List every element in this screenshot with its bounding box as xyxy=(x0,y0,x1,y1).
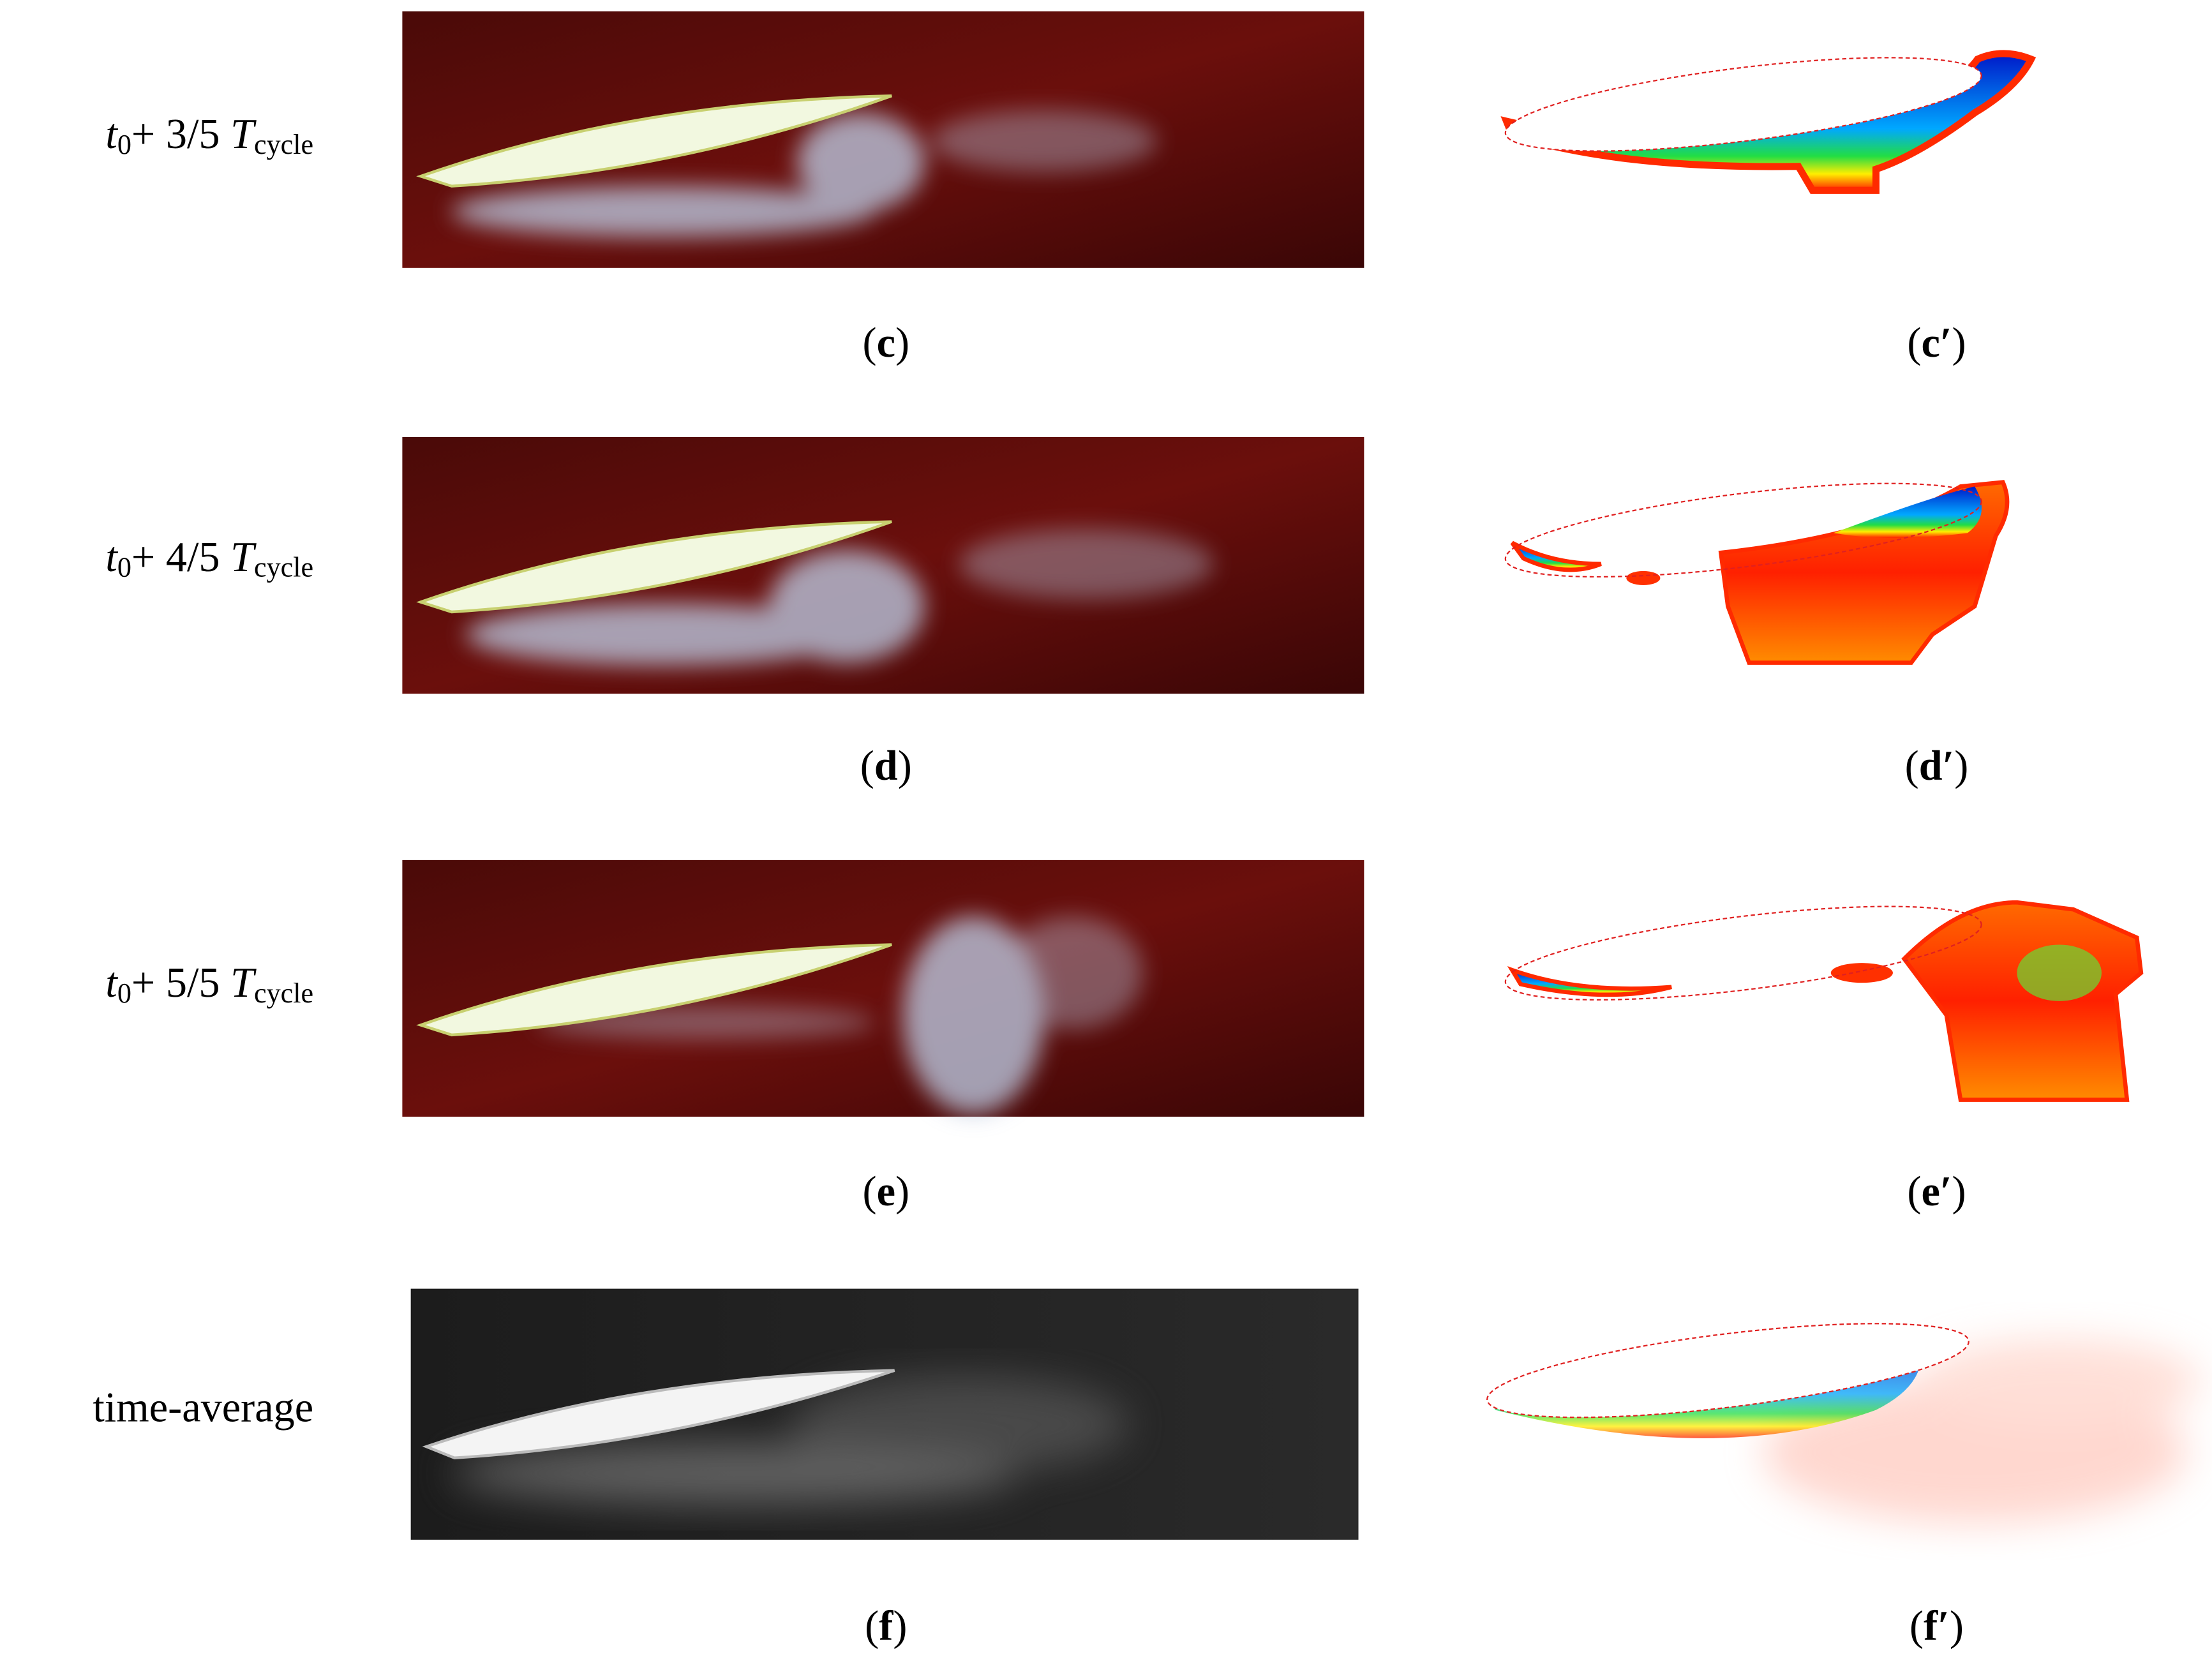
caption-part: ) xyxy=(895,1168,909,1215)
panel-caption: (f) xyxy=(865,1603,907,1649)
panel-caption: (e′) xyxy=(1907,1168,1966,1215)
caption-part: f′ xyxy=(1924,1603,1950,1649)
label-part: t xyxy=(105,111,118,158)
label-part: 0 xyxy=(117,129,131,160)
photo-f xyxy=(410,1288,1359,1540)
label-part: T xyxy=(230,534,257,581)
label-part: t xyxy=(105,960,118,1006)
caption-part: d xyxy=(874,743,898,789)
sim-c xyxy=(1500,50,2036,194)
photo-e xyxy=(402,860,1364,1117)
label-part: + 4/5 xyxy=(131,534,230,581)
panel-caption: (c) xyxy=(863,320,910,366)
label-part: + 5/5 xyxy=(131,960,230,1006)
caption-part: ( xyxy=(1907,1168,1921,1215)
caption-part: c′ xyxy=(1921,320,1952,366)
photo-c xyxy=(402,11,1364,268)
row-label: t0+ 4/5 Tcycle xyxy=(105,534,313,583)
caption-part: e xyxy=(877,1168,895,1215)
row-label: time-average xyxy=(93,1384,313,1431)
caption-part: c xyxy=(877,320,895,366)
caption-part: ( xyxy=(1907,320,1921,366)
sim-e xyxy=(1504,900,2144,1102)
caption-part: ( xyxy=(860,743,874,789)
row-label: t0+ 5/5 Tcycle xyxy=(105,960,313,1009)
caption-part: e′ xyxy=(1921,1168,1952,1215)
panel-caption: (d′) xyxy=(1905,743,1969,789)
caption-part: ) xyxy=(893,1603,907,1649)
caption-part: ) xyxy=(1950,1603,1964,1649)
row-label: t0+ 3/5 Tcycle xyxy=(105,111,313,160)
label-part: 0 xyxy=(117,978,131,1009)
caption-part: ( xyxy=(865,1603,879,1649)
caption-part: d′ xyxy=(1919,743,1955,789)
sim-d xyxy=(1504,480,2010,665)
caption-part: ( xyxy=(1905,743,1919,789)
label-part: T xyxy=(230,960,257,1006)
caption-part: ) xyxy=(1952,320,1966,366)
caption-part: ) xyxy=(895,320,909,366)
label-part: cycle xyxy=(254,129,313,160)
panel-caption: (d) xyxy=(860,743,912,789)
caption-part: ( xyxy=(1909,1603,1924,1649)
caption-part: ) xyxy=(898,743,912,789)
sim-f xyxy=(1486,1323,2201,1523)
caption-part: ( xyxy=(863,320,877,366)
photo-d xyxy=(402,436,1364,694)
caption-part: ) xyxy=(1954,743,1968,789)
label-part: t xyxy=(105,534,118,581)
label-part: T xyxy=(230,111,257,158)
label-part: time-average xyxy=(93,1384,313,1431)
label-part: 0 xyxy=(117,552,131,583)
caption-part: ( xyxy=(863,1168,877,1215)
caption-part: f xyxy=(879,1603,893,1649)
panel-caption: (f′) xyxy=(1909,1603,1964,1649)
label-part: cycle xyxy=(254,978,313,1009)
panel-caption: (e) xyxy=(863,1168,910,1215)
panel-caption: (c′) xyxy=(1907,320,1966,366)
label-part: cycle xyxy=(254,552,313,583)
caption-part: ) xyxy=(1952,1168,1966,1215)
label-part: + 3/5 xyxy=(131,111,230,158)
